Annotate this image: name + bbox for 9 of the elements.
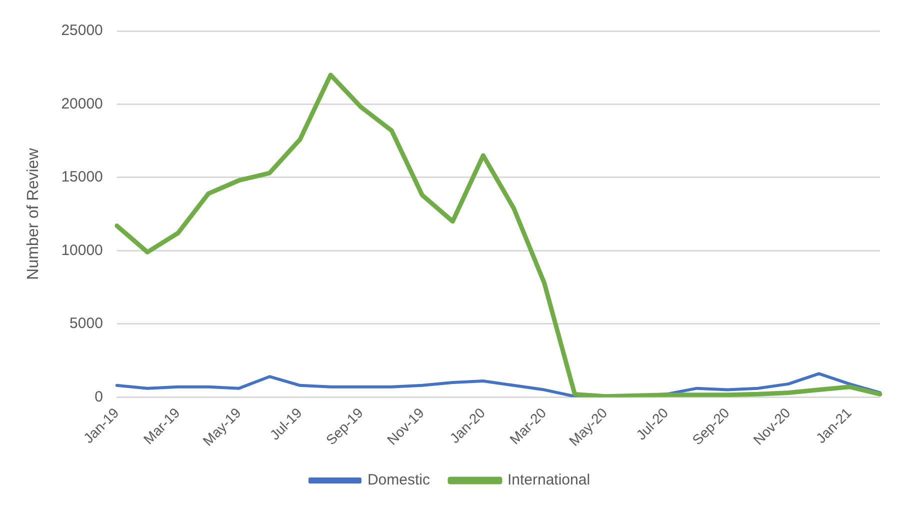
y-tick-label: 0 xyxy=(94,388,103,406)
y-tick-label: 25000 xyxy=(61,22,103,40)
y-tick-label: 20000 xyxy=(61,95,103,112)
y-tick-label: 10000 xyxy=(61,242,103,259)
y-axis-title: Number of Review xyxy=(25,148,42,280)
legend-label: Domestic xyxy=(367,472,430,489)
y-tick-label: 15000 xyxy=(61,168,103,186)
legend-label: International xyxy=(507,472,590,489)
y-tick-label: 5000 xyxy=(70,315,103,332)
